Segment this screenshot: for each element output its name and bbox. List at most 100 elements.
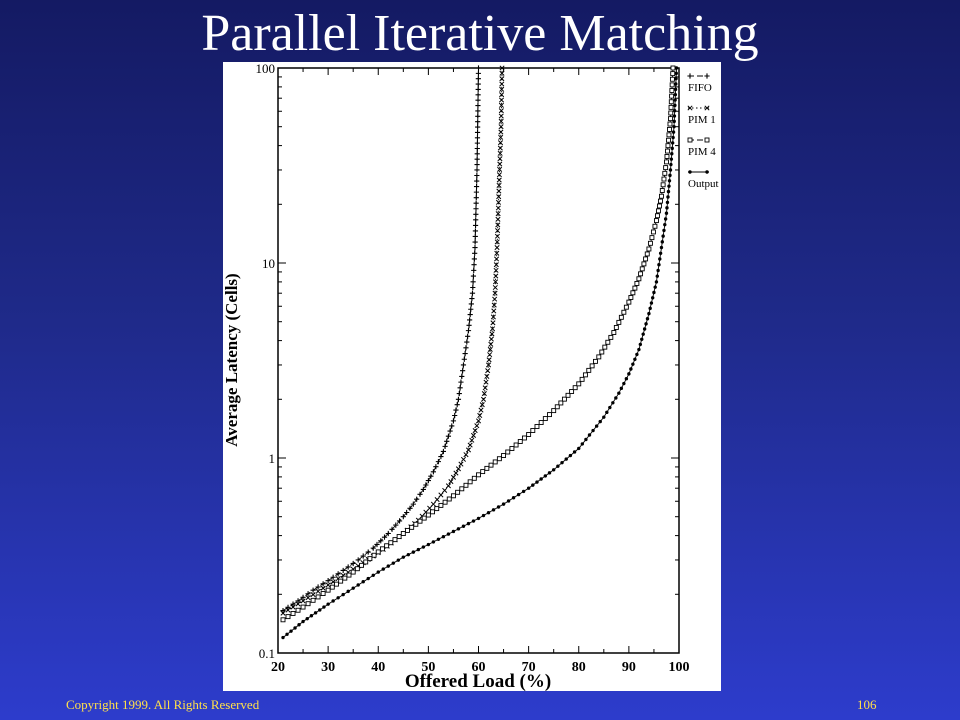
data-point-fifo bbox=[463, 345, 469, 351]
data-point-output bbox=[543, 474, 548, 478]
data-point-pim-4 bbox=[371, 552, 377, 558]
data-point-fifo bbox=[460, 362, 467, 368]
data-point-fifo bbox=[475, 65, 482, 71]
data-point-fifo bbox=[450, 418, 457, 424]
y-tick-label: 0.1 bbox=[259, 646, 275, 661]
data-point-pim-1 bbox=[280, 610, 286, 616]
data-point-output bbox=[666, 195, 670, 199]
legend-label-pim-4: PIM 4 bbox=[688, 146, 716, 158]
legend-marker-fifo bbox=[704, 73, 710, 79]
data-point-output bbox=[663, 222, 667, 227]
data-point-fifo bbox=[472, 222, 479, 228]
data-point-pim-4 bbox=[661, 176, 667, 182]
data-point-output bbox=[318, 608, 322, 612]
data-point-pim-4 bbox=[501, 453, 507, 458]
legend-label-fifo: FIFO bbox=[688, 82, 712, 94]
data-point-pim-4 bbox=[636, 276, 642, 282]
data-point-pim-4 bbox=[476, 472, 481, 478]
data-point-fifo bbox=[425, 477, 431, 484]
data-point-output bbox=[371, 573, 375, 577]
data-point-output bbox=[591, 428, 595, 433]
data-point-pim-4 bbox=[668, 110, 674, 116]
data-point-pim-1 bbox=[487, 352, 493, 358]
data-point-pim-4 bbox=[430, 509, 436, 515]
data-point-output bbox=[669, 162, 673, 167]
data-point-pim-4 bbox=[665, 148, 670, 154]
x-tick-label: 70 bbox=[522, 660, 536, 675]
data-point-fifo bbox=[475, 113, 481, 119]
data-point-pim-4 bbox=[496, 456, 502, 462]
data-point-pim-1 bbox=[499, 65, 505, 71]
data-point-pim-4 bbox=[561, 396, 567, 402]
data-point-pim-1 bbox=[498, 129, 504, 135]
y-tick-label: 100 bbox=[256, 62, 276, 76]
data-point-pim-4 bbox=[367, 556, 373, 562]
data-point-fifo bbox=[469, 295, 475, 302]
data-point-pim-1 bbox=[448, 479, 454, 485]
data-point-fifo bbox=[457, 385, 463, 391]
slide-title: Parallel Iterative Matching bbox=[201, 5, 759, 62]
data-point-output bbox=[631, 362, 635, 366]
data-point-pim-4 bbox=[628, 295, 634, 300]
data-point-pim-4 bbox=[668, 99, 674, 105]
data-point-output bbox=[301, 619, 305, 624]
data-point-fifo bbox=[445, 433, 452, 439]
data-point-fifo bbox=[280, 607, 286, 614]
data-point-pim-1 bbox=[495, 211, 501, 217]
data-point-pim-4 bbox=[438, 502, 444, 508]
data-point-pim-4 bbox=[669, 93, 675, 99]
data-point-pim-1 bbox=[310, 591, 316, 598]
data-point-fifo bbox=[472, 233, 478, 240]
data-point-output bbox=[391, 561, 395, 565]
x-tick-label: 30 bbox=[321, 660, 335, 675]
data-point-pim-1 bbox=[493, 256, 500, 262]
data-point-pim-1 bbox=[496, 188, 502, 194]
data-point-pim-1 bbox=[499, 86, 505, 92]
data-point-fifo bbox=[300, 594, 306, 600]
data-point-output bbox=[568, 453, 573, 458]
data-point-pim-1 bbox=[472, 428, 478, 434]
data-point-fifo bbox=[474, 129, 481, 135]
data-point-pim-1 bbox=[295, 601, 301, 607]
data-point-output bbox=[673, 92, 678, 97]
data-point-output bbox=[611, 401, 615, 405]
data-point-fifo bbox=[474, 135, 481, 141]
data-point-pim-1 bbox=[474, 423, 480, 429]
data-point-fifo bbox=[423, 482, 429, 488]
data-point-output bbox=[376, 570, 380, 574]
data-point-pim-4 bbox=[384, 543, 390, 549]
data-point-pim-4 bbox=[649, 235, 655, 241]
data-point-pim-4 bbox=[655, 208, 661, 214]
data-point-fifo bbox=[410, 501, 416, 507]
legend-entry-fifo: FIFO bbox=[687, 73, 712, 94]
data-point-fifo bbox=[385, 530, 391, 537]
data-point-pim-4 bbox=[666, 132, 672, 138]
legend-entry-pim-1: PIM 1 bbox=[687, 105, 716, 126]
data-point-pim-4 bbox=[509, 446, 515, 451]
data-point-pim-1 bbox=[470, 432, 477, 438]
data-point-pim-1 bbox=[453, 470, 459, 476]
data-point-pim-1 bbox=[490, 320, 496, 326]
data-point-output bbox=[635, 352, 639, 357]
data-point-output bbox=[297, 623, 301, 627]
data-point-output bbox=[456, 527, 461, 531]
data-point-fifo bbox=[407, 505, 413, 511]
data-point-fifo bbox=[473, 183, 480, 190]
data-point-pim-4 bbox=[608, 334, 614, 340]
data-point-pim-1 bbox=[477, 412, 483, 419]
data-point-pim-4 bbox=[668, 104, 674, 110]
data-point-pim-4 bbox=[338, 578, 344, 584]
data-point-pim-1 bbox=[497, 150, 503, 156]
data-point-pim-1 bbox=[496, 194, 502, 200]
data-point-fifo bbox=[315, 584, 321, 590]
data-point-output bbox=[671, 130, 676, 134]
series-line-fifo bbox=[282, 67, 479, 611]
data-point-output bbox=[614, 396, 618, 400]
data-point-pim-4 bbox=[517, 439, 523, 444]
data-point-pim-1 bbox=[492, 284, 498, 291]
data-point-pim-1 bbox=[489, 326, 496, 332]
data-point-pim-4 bbox=[569, 389, 575, 394]
data-point-fifo bbox=[285, 604, 291, 610]
data-point-pim-1 bbox=[489, 331, 495, 337]
data-point-fifo bbox=[420, 486, 426, 493]
